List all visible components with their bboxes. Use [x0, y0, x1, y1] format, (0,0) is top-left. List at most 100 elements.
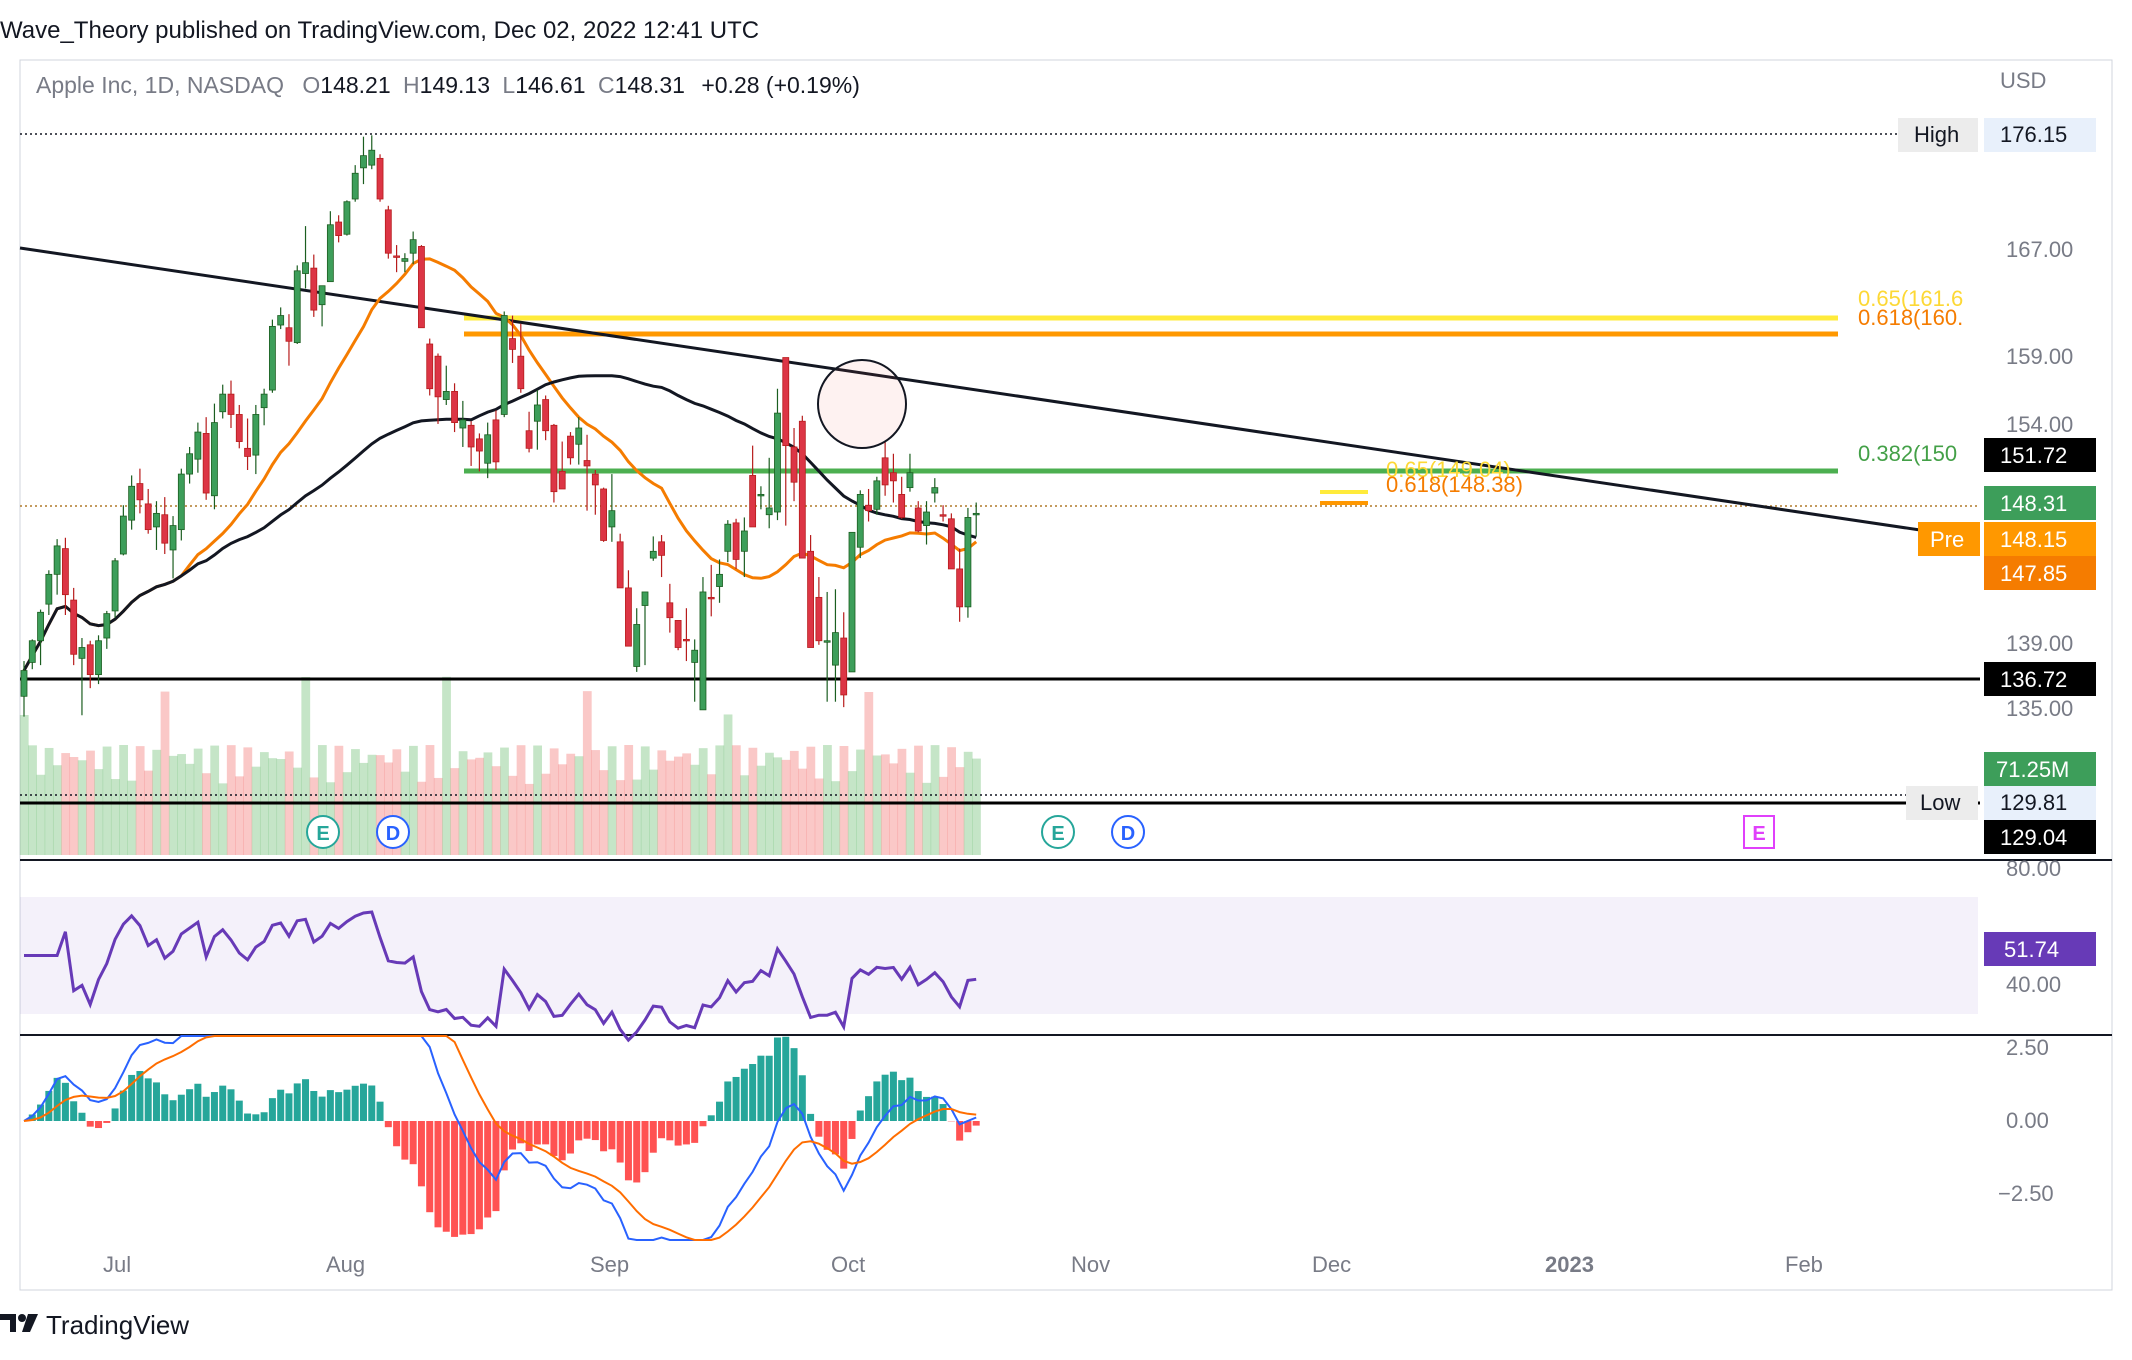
macd-histogram-bar	[840, 1121, 848, 1169]
candle	[86, 640, 94, 689]
line-a-value: 151.72	[2000, 443, 2067, 468]
candle	[807, 535, 814, 648]
macd-histogram-bar	[550, 1121, 558, 1156]
candle-body	[169, 525, 177, 551]
macd-histogram-bar	[972, 1121, 980, 1126]
candle	[683, 608, 690, 662]
candle-body	[807, 550, 814, 648]
candle-body	[37, 611, 44, 642]
macd-histogram-bar	[658, 1121, 666, 1139]
fib-label-orange: 0.618(160.	[1858, 305, 1963, 330]
volume-bar	[235, 776, 244, 855]
candle-body	[186, 453, 194, 475]
earnings-marker[interactable]: E	[1041, 815, 1075, 849]
candle-body	[724, 523, 732, 552]
macd-tick: 2.50	[2006, 1035, 2049, 1060]
volume-bar	[384, 762, 393, 855]
earnings-marker[interactable]: E	[306, 815, 340, 849]
macd-histogram-bar	[674, 1121, 682, 1146]
candle	[368, 135, 376, 170]
candle	[144, 488, 152, 534]
volume-bar	[880, 754, 890, 855]
dividend-marker[interactable]: D	[376, 815, 410, 849]
candle	[757, 486, 765, 510]
legend-low-value: 146.61	[515, 72, 585, 98]
candle	[542, 395, 550, 441]
candle-body	[575, 427, 583, 445]
candle-body	[633, 624, 641, 667]
candle-body	[749, 475, 757, 528]
candle-body	[335, 221, 343, 236]
rsi-band	[20, 897, 1978, 1014]
candle-body	[550, 424, 558, 493]
candle-body	[111, 560, 119, 612]
svg-text:E: E	[316, 823, 329, 845]
close-value: 148.31	[2000, 491, 2067, 516]
macd-histogram-bar	[136, 1071, 144, 1121]
candle	[260, 388, 268, 426]
volume-bar	[243, 747, 253, 855]
candle-body	[641, 591, 649, 606]
low-tag: Low	[1920, 790, 1960, 815]
candle	[798, 415, 806, 559]
volume-bar	[36, 774, 46, 855]
candle	[78, 638, 86, 716]
volume-bar	[508, 775, 518, 855]
candle-body	[782, 357, 790, 447]
macd-histogram-bar	[177, 1094, 185, 1121]
rsi-badge	[1984, 932, 2096, 966]
volume-bar	[756, 765, 766, 855]
time-tick: Sep	[590, 1252, 629, 1277]
macd-histogram-bar	[401, 1121, 409, 1160]
candle	[815, 577, 823, 645]
volume-bar	[500, 747, 509, 855]
candle-body	[666, 602, 674, 619]
candle	[881, 441, 889, 496]
candle-body	[310, 267, 318, 311]
candle-body	[227, 393, 235, 415]
volume-bar	[640, 746, 650, 855]
volume-bar	[69, 757, 79, 855]
candle	[252, 404, 260, 475]
macd-histogram-bar	[682, 1121, 690, 1145]
candle-body	[625, 587, 632, 647]
candle-body	[318, 285, 326, 306]
volume-bar	[707, 774, 716, 855]
macd-histogram-bar	[351, 1085, 359, 1121]
earnings-marker[interactable]: E	[1743, 815, 1775, 849]
candle	[409, 231, 417, 265]
candle	[790, 428, 798, 502]
macd-histogram-bar	[78, 1112, 86, 1121]
volume-bar	[806, 746, 816, 855]
candle-body	[583, 460, 591, 467]
candle	[235, 404, 243, 449]
volume-bar	[582, 691, 592, 855]
annotation-lines	[19, 133, 1980, 805]
candle-body	[500, 315, 508, 415]
dividend-marker[interactable]: D	[1111, 815, 1145, 849]
candle-body	[906, 472, 914, 489]
volume-bar	[558, 764, 567, 855]
volume-bar	[127, 780, 137, 855]
volume-bar	[177, 754, 186, 855]
candle-body	[790, 446, 798, 483]
macd-histogram-bar	[798, 1075, 806, 1121]
candle	[442, 365, 450, 405]
volume-bar	[798, 768, 807, 855]
macd-histogram-bar	[765, 1055, 773, 1121]
price-tick: 167.00	[2006, 237, 2073, 262]
volume-bar	[135, 746, 145, 855]
volume-bar	[276, 759, 286, 855]
macd-histogram-bar	[235, 1100, 243, 1121]
macd-tick: −2.50	[1998, 1181, 2054, 1206]
macd-histogram-bar	[641, 1121, 649, 1173]
macd-histogram-bar	[939, 1104, 947, 1121]
volume-bar	[309, 777, 319, 855]
candle-body	[533, 404, 541, 422]
candle-body	[848, 531, 856, 673]
candle-body	[649, 550, 657, 559]
candle	[467, 421, 475, 466]
time-tick: Oct	[831, 1252, 865, 1277]
macd-histogram-bar	[459, 1121, 467, 1235]
